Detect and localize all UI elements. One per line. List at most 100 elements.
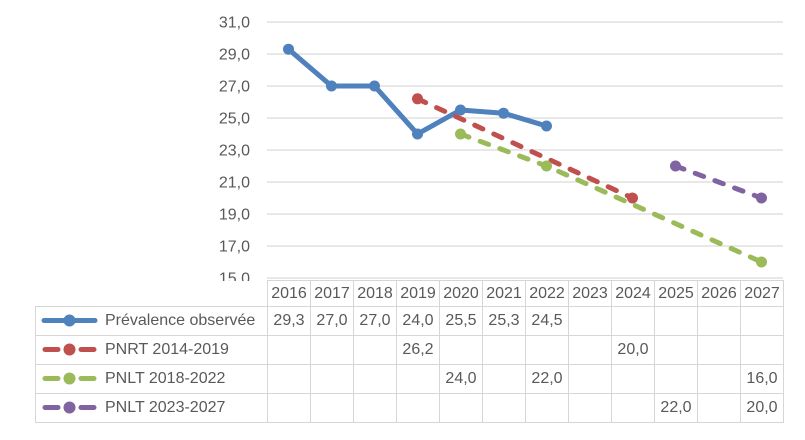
- y-axis-label: 15,0: [219, 271, 250, 282]
- value-cell: [654, 306, 698, 336]
- value-cell: [482, 335, 526, 365]
- year-header: 2027: [740, 280, 784, 307]
- value-cell: 20,0: [611, 335, 655, 365]
- value-cell: 22,0: [654, 393, 698, 423]
- line-chart-plot-area[interactable]: 31,0 29,0 27,0 25,0 23,0 21,0 19,0 17,0 15,0: [0, 0, 805, 281]
- series-pnrt-2014-2019[interactable]: [412, 93, 638, 204]
- value-cell: [525, 393, 569, 423]
- value-cell: [396, 393, 440, 423]
- data-point-marker[interactable]: [498, 107, 509, 119]
- value-cell: [654, 364, 698, 394]
- value-cell: [439, 393, 483, 423]
- value-cell: [611, 306, 655, 336]
- data-point-marker[interactable]: [412, 128, 423, 140]
- y-axis-label: 25,0: [219, 111, 250, 128]
- value-cell: [482, 393, 526, 423]
- year-header: 2021: [482, 280, 526, 307]
- series-line[interactable]: [458, 131, 764, 265]
- value-cell: 27,0: [353, 306, 397, 336]
- data-point-marker[interactable]: [455, 128, 466, 140]
- value-cell: [353, 335, 397, 365]
- year-header: 2017: [310, 280, 354, 307]
- series-name: PNLT 2023-2027: [105, 398, 226, 416]
- value-cell: [310, 335, 354, 365]
- series-pnlt-2018-2022[interactable]: [455, 128, 767, 268]
- year-header: 2019: [396, 280, 440, 307]
- data-point-marker[interactable]: [369, 80, 380, 92]
- value-cell: [310, 364, 354, 394]
- series-name: Prévalence observée: [105, 311, 256, 329]
- table-header-row: 2016 2017 2018 2019 2020 2021 2022 2023 2024 2025…: [36, 280, 784, 307]
- value-cell: 16,0: [740, 364, 784, 394]
- data-point-marker[interactable]: [670, 160, 681, 172]
- series-line[interactable]: [286, 46, 549, 137]
- value-cell: [267, 364, 311, 394]
- series-line[interactable]: [415, 96, 635, 201]
- y-axis-label: 21,0: [219, 175, 250, 192]
- value-cell: [611, 393, 655, 423]
- series-line[interactable]: [673, 163, 764, 201]
- year-header: 2023: [568, 280, 612, 307]
- value-cell: 25,5: [439, 306, 483, 336]
- legend-key-pnrt-2014-2019: [42, 343, 97, 356]
- value-cell: [396, 364, 440, 394]
- table-row: PNRT 2014-2019 26,2 20,0: [35, 335, 784, 365]
- year-header: 2022: [525, 280, 569, 307]
- value-cell: [740, 306, 784, 336]
- y-axis-label: 31,0: [219, 15, 250, 32]
- value-cell: 20,0: [740, 393, 784, 423]
- data-point-marker[interactable]: [412, 93, 423, 105]
- value-cell: [525, 335, 569, 365]
- value-cell: 25,3: [482, 306, 526, 336]
- value-cell: [482, 364, 526, 394]
- year-header: 2016: [267, 280, 311, 307]
- y-axis-label: 19,0: [219, 207, 250, 224]
- value-cell: [568, 335, 612, 365]
- y-axis-label: 27,0: [219, 79, 250, 96]
- table-row: PNLT 2023-2027 22,0 20,0: [35, 393, 784, 423]
- series-pnlt-2023-2027[interactable]: [670, 160, 767, 204]
- data-point-marker[interactable]: [756, 192, 767, 204]
- value-cell: 26,2: [396, 335, 440, 365]
- value-cell: [697, 306, 741, 336]
- value-cell: [310, 393, 354, 423]
- data-point-marker[interactable]: [627, 192, 638, 204]
- value-cell: 24,0: [396, 306, 440, 336]
- value-cell: [568, 364, 612, 394]
- value-cell: [697, 335, 741, 365]
- y-axis-label: 29,0: [219, 47, 250, 64]
- data-point-marker[interactable]: [756, 256, 767, 268]
- value-cell: [654, 335, 698, 365]
- value-cell: [439, 335, 483, 365]
- year-header: 2018: [353, 280, 397, 307]
- value-cell: [353, 364, 397, 394]
- data-point-marker[interactable]: [541, 120, 552, 132]
- value-cell: [611, 364, 655, 394]
- value-cell: [568, 393, 612, 423]
- series-label-prevalence-observee: Prévalence observée: [35, 306, 268, 336]
- series-name: PNLT 2018-2022: [105, 369, 226, 387]
- value-cell: [697, 364, 741, 394]
- data-point-marker[interactable]: [326, 80, 337, 92]
- series-prevalence-observee[interactable]: [283, 43, 552, 140]
- year-header: 2026: [697, 280, 741, 307]
- data-point-marker[interactable]: [455, 104, 466, 116]
- value-cell: [568, 306, 612, 336]
- table-row: PNLT 2018-2022 24,0 22,0 16,0: [35, 364, 784, 394]
- year-header: 2025: [654, 280, 698, 307]
- value-cell: 24,5: [525, 306, 569, 336]
- y-axis-label: 23,0: [219, 143, 250, 160]
- data-point-marker[interactable]: [283, 43, 294, 55]
- value-cell: [740, 335, 784, 365]
- chart-data-table: 2016 2017 2018 2019 2020 2021 2022 2023 2024 2025…: [35, 280, 784, 423]
- value-cell: [267, 335, 311, 365]
- series-name: PNRT 2014-2019: [105, 340, 229, 358]
- value-cell: [697, 393, 741, 423]
- data-point-marker[interactable]: [541, 160, 552, 172]
- y-axis-label: 17,0: [219, 239, 250, 256]
- value-cell: 22,0: [525, 364, 569, 394]
- value-cell: [267, 393, 311, 423]
- series-label-pnlt-2023-2027: PNLT 2023-2027: [35, 393, 268, 423]
- table-corner-spacer: [36, 281, 268, 307]
